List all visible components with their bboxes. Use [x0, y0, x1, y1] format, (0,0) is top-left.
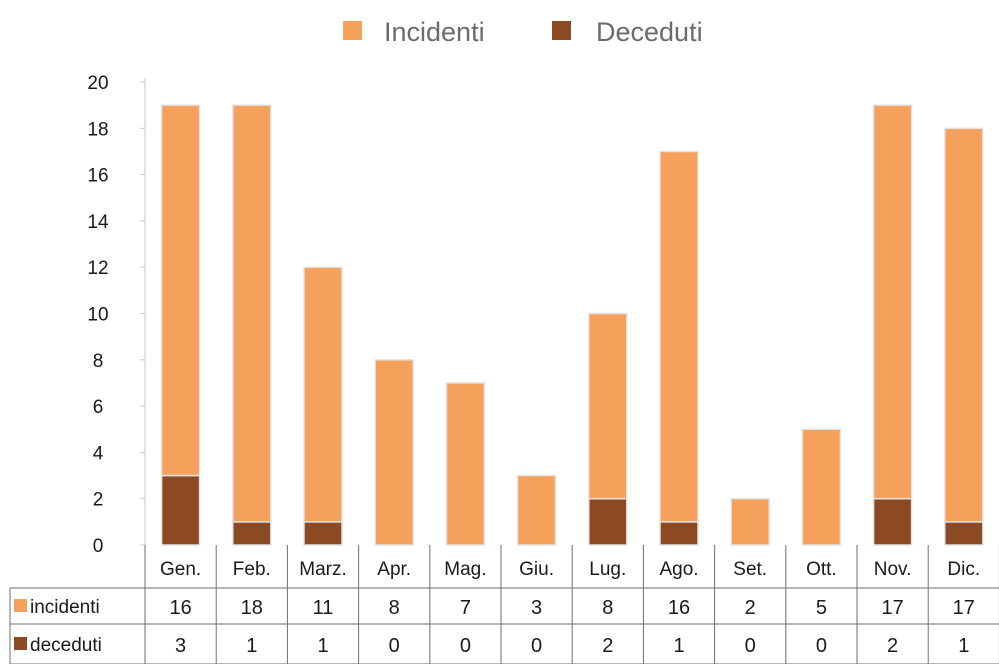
legend-swatch-deceduti: [552, 21, 571, 40]
cell-incidenti-9: 2: [745, 597, 756, 619]
bar-incidenti-5[interactable]: [445, 382, 486, 546]
category-label: Dic.: [947, 559, 980, 580]
y-tick-label: 4: [93, 443, 104, 464]
bar-deceduti-1[interactable]: [160, 474, 201, 546]
cell-incidenti-7: 8: [602, 597, 613, 619]
bar-deceduti-11[interactable]: [872, 497, 913, 546]
cell-deceduti-7: 2: [602, 635, 613, 657]
cell-incidenti-5: 7: [460, 597, 471, 619]
cell-incidenti-12: 17: [953, 597, 975, 619]
cell-deceduti-12: 1: [958, 635, 969, 657]
category-label: Lug.: [589, 559, 626, 580]
cell-incidenti-2: 18: [241, 597, 263, 619]
cell-deceduti-6: 0: [531, 635, 542, 657]
category-label: Feb.: [233, 559, 271, 580]
bar-incidenti-9[interactable]: [730, 497, 770, 546]
bar-incidenti-10[interactable]: [801, 428, 842, 546]
cell-incidenti-11: 17: [881, 597, 903, 619]
cell-deceduti-8: 1: [673, 635, 684, 657]
cell-incidenti-6: 3: [531, 597, 542, 619]
cell-deceduti-5: 0: [460, 635, 471, 657]
y-axis: 0 2 4 6 8 10 12 14 16 18 20: [87, 73, 146, 557]
bar-incidenti-11[interactable]: [872, 104, 913, 500]
category-label: Giu.: [519, 559, 554, 580]
row-swatch-deceduti: [14, 637, 27, 650]
legend-label-deceduti: Deceduti: [596, 17, 703, 47]
y-tick-label: 8: [93, 351, 104, 372]
category-label: Marz.: [299, 559, 347, 580]
y-tick-label: 20: [87, 73, 108, 94]
category-label: Set.: [733, 559, 767, 580]
bars-group: [160, 104, 984, 546]
category-label: Gen.: [160, 559, 201, 580]
row-label-incidenti: incidenti: [30, 597, 100, 618]
bar-incidenti-4[interactable]: [374, 359, 414, 546]
cell-deceduti-4: 0: [389, 635, 400, 657]
y-tick-label: 18: [87, 119, 108, 140]
cell-incidenti-10: 5: [816, 597, 827, 619]
y-tick-label: 2: [93, 490, 104, 511]
y-tick-label: 10: [87, 305, 108, 326]
row-label-deceduti: deceduti: [30, 635, 102, 656]
bar-incidenti-1[interactable]: [160, 104, 201, 477]
cell-incidenti-3: 11: [313, 597, 334, 619]
y-tick-label: 0: [93, 536, 104, 557]
bar-incidenti-6[interactable]: [516, 474, 557, 546]
category-label: Ott.: [806, 559, 837, 580]
bar-incidenti-3[interactable]: [303, 266, 343, 523]
row-swatch-incidenti: [14, 599, 27, 612]
category-label: Nov.: [874, 559, 912, 580]
bar-incidenti-2[interactable]: [232, 104, 272, 523]
legend-swatch-incidenti: [343, 21, 362, 40]
bar-deceduti-8[interactable]: [659, 521, 699, 546]
cell-deceduti-9: 0: [745, 635, 756, 657]
bar-deceduti-3[interactable]: [303, 521, 343, 546]
y-tick-label: 6: [93, 397, 104, 418]
category-label: Ago.: [659, 559, 698, 580]
y-tick-label: 16: [87, 166, 108, 187]
bar-incidenti-12[interactable]: [944, 127, 984, 523]
bar-deceduti-2[interactable]: [232, 521, 272, 546]
cell-deceduti-10: 0: [816, 635, 827, 657]
bar-incidenti-8[interactable]: [659, 150, 699, 523]
bar-deceduti-12[interactable]: [944, 521, 984, 546]
cell-deceduti-11: 2: [887, 635, 898, 657]
cell-incidenti-8: 16: [668, 597, 690, 619]
y-tick-label: 12: [87, 258, 108, 279]
cell-incidenti-4: 8: [389, 597, 400, 619]
data-table: Gen. Feb. Marz. Apr. Mag. Giu. Lug. Ago. Set. Ott…: [9, 545, 999, 664]
category-label: Mag.: [444, 559, 486, 580]
bar-incidenti-7[interactable]: [588, 312, 628, 500]
cell-deceduti-1: 3: [175, 635, 186, 657]
legend-label-incidenti: Incidenti: [384, 17, 485, 47]
category-label: Apr.: [377, 559, 411, 580]
y-tick-label: 14: [87, 212, 109, 233]
bar-deceduti-7[interactable]: [588, 497, 628, 546]
cell-incidenti-1: 16: [169, 597, 191, 619]
cell-deceduti-3: 1: [317, 635, 328, 657]
cell-deceduti-2: 1: [246, 635, 257, 657]
legend: Incidenti Deceduti: [343, 17, 703, 47]
